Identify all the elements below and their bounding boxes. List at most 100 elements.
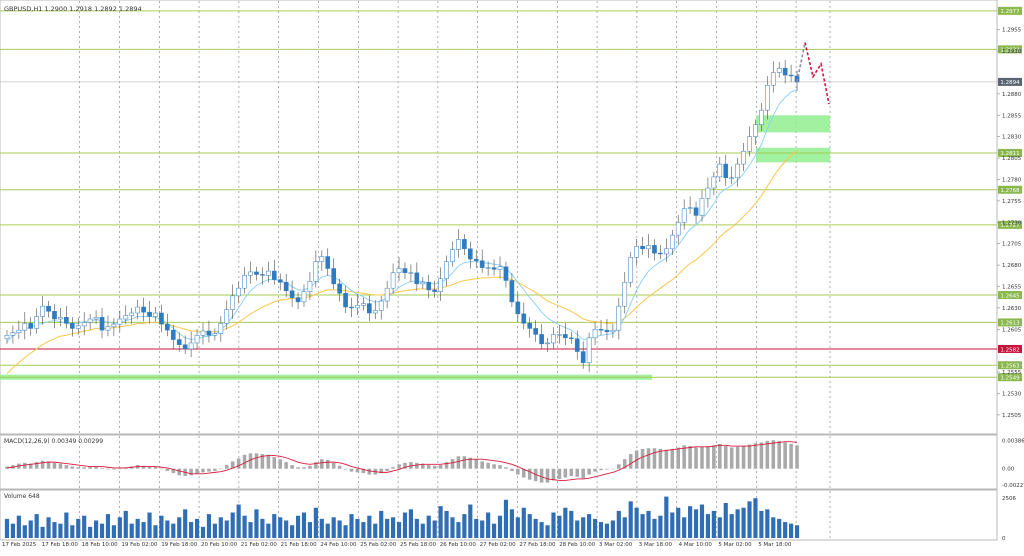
price-axis-tick-label: 1.2805	[1002, 156, 1022, 162]
macd-histogram-bar	[94, 466, 98, 469]
candle-body	[69, 323, 75, 329]
macd-histogram-bar	[741, 446, 746, 469]
volume-bar	[46, 517, 51, 538]
macd-panel[interactable]	[0, 434, 998, 490]
macd-histogram-bar	[694, 447, 698, 469]
candle-body	[753, 124, 758, 137]
candle-body	[87, 318, 93, 323]
candle-body	[111, 323, 117, 327]
volume-bar	[794, 525, 800, 538]
candle-body	[515, 301, 521, 315]
macd-histogram-bar	[504, 467, 508, 469]
volume-bar	[391, 517, 396, 538]
macd-histogram-bar	[331, 462, 336, 469]
time-axis-label: 3 Mar 02:00	[599, 542, 633, 548]
macd-signal-line	[6, 441, 798, 481]
candle-body	[640, 245, 645, 250]
candle-body	[325, 256, 331, 269]
volume-bar	[462, 514, 467, 538]
macd-histogram-bar	[545, 468, 550, 483]
macd-histogram-bar	[516, 468, 520, 475]
level-price-label: 1.2549	[1000, 376, 1020, 382]
time-axis-label: 17 Feb 18:00	[42, 542, 79, 548]
macd-histogram-bar	[23, 462, 27, 469]
candle-body	[646, 245, 651, 250]
volume-bar	[307, 522, 313, 538]
candle-body	[188, 342, 194, 350]
price-axis-tick-label: 1.2780	[1002, 177, 1022, 183]
candle-body	[735, 163, 740, 179]
volume-bar	[290, 525, 295, 538]
candle-body	[366, 303, 372, 314]
volume-bar	[361, 522, 366, 538]
volume-bar	[284, 520, 289, 538]
time-axis-label: 25 Feb 02:00	[360, 542, 397, 548]
level-price-tag	[998, 344, 1022, 353]
candle-body	[770, 72, 776, 86]
volume-bar	[557, 515, 562, 538]
candle-body	[467, 248, 473, 260]
volume-bar	[521, 507, 526, 538]
macd-histogram-bar	[171, 468, 176, 474]
time-axis-label: 17 Feb 2025	[2, 542, 37, 548]
volume-bar	[260, 518, 265, 538]
volume-bar	[105, 514, 111, 538]
macd-histogram-bar	[789, 443, 793, 469]
macd-histogram-bar	[593, 468, 597, 472]
candle-body	[414, 272, 420, 285]
level-price-tag	[998, 361, 1022, 370]
volume-panel[interactable]	[0, 489, 998, 541]
candle-body	[658, 252, 663, 255]
macd-histogram-bar	[64, 465, 69, 469]
macd-histogram-bar	[403, 462, 407, 469]
main-price-panel[interactable]	[0, 0, 998, 435]
time-axis-label: 4 Mar 10:00	[679, 542, 713, 548]
price-axis-tick-label: 1.2830	[1002, 135, 1022, 141]
candle-body	[260, 274, 265, 276]
candle-body	[533, 328, 538, 335]
volume-bar	[165, 520, 170, 538]
candle-body	[723, 163, 729, 179]
macd-histogram-bar	[664, 449, 669, 469]
level-price-tag	[998, 6, 1022, 15]
candle-body	[557, 334, 562, 336]
time-axis-label: 21 Feb 18:00	[281, 542, 318, 548]
price-axis-tick-label: 1.2880	[1002, 92, 1022, 98]
macd-histogram-bar	[735, 446, 740, 469]
candle-body	[527, 323, 533, 329]
volume-bar	[640, 514, 645, 538]
price-axis-tick-label: 1.2530	[1002, 391, 1022, 397]
macd-histogram-bar	[70, 466, 75, 469]
volume-bar	[266, 523, 271, 538]
candle-body	[170, 329, 176, 340]
volume-bar	[70, 525, 75, 538]
candle-body	[343, 293, 348, 308]
forecast-lead-line	[796, 42, 806, 83]
volume-bar	[575, 520, 580, 538]
volume-bar	[450, 517, 455, 538]
macd-histogram-bar	[753, 443, 758, 469]
price-axis-tick-label: 1.2555	[1002, 370, 1022, 376]
macd-histogram-bar	[242, 454, 247, 469]
macd-histogram-bar	[498, 465, 502, 469]
candle-body	[22, 323, 28, 331]
macd-histogram-bar	[777, 440, 781, 469]
macd-histogram-bar	[795, 445, 799, 469]
candle-body	[438, 278, 443, 292]
macd-histogram-bar	[652, 448, 657, 469]
macd-histogram-bar	[153, 466, 158, 469]
price-axis-tick-label: 1.2755	[1002, 199, 1022, 205]
candle-body	[432, 289, 438, 292]
candle-body	[634, 245, 639, 258]
candle-body	[592, 329, 598, 339]
candle-body	[782, 67, 788, 76]
macd-histogram-bar	[248, 453, 253, 469]
volume-bar	[99, 523, 105, 538]
candle-body	[147, 311, 152, 317]
candle-body	[248, 271, 253, 276]
volume-bar	[592, 518, 598, 538]
macd-histogram-bar	[159, 468, 164, 470]
macd-histogram-bar	[379, 468, 383, 474]
